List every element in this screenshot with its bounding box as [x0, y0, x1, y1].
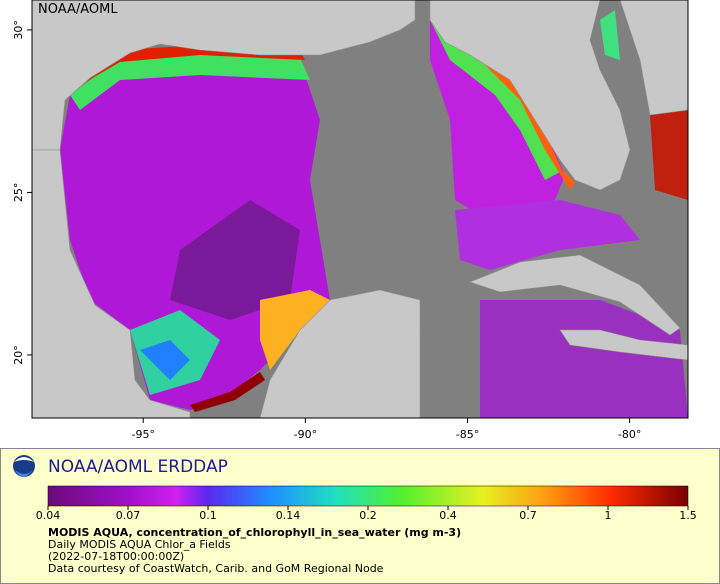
colorbar-tick-label: 0.1: [199, 509, 217, 522]
axes: -95° -90° -85° -80° 30° 25° 20°: [12, 20, 641, 441]
colorbar: [47, 485, 689, 507]
colorbar-tick-label: 1.5: [679, 509, 697, 522]
lat-tick-label: 30°: [12, 20, 25, 40]
lon-tick-label: -80°: [618, 428, 641, 441]
lon-tick-label: -95°: [131, 428, 154, 441]
lon-tick-label: -90°: [294, 428, 317, 441]
legend-time: (2022-07-18T00:00:00Z): [48, 550, 184, 563]
legend-brand: NOAA/AOML ERDDAP: [48, 457, 228, 477]
map-watermark: NOAA/AOML: [38, 2, 118, 17]
colorbar-ticks: 0.04 0.07 0.1 0.14 0.2 0.4 0.7 1 1.5: [36, 506, 697, 522]
colorbar-tick-label: 0.4: [439, 509, 457, 522]
lon-tick-label: -85°: [456, 428, 479, 441]
colorbar-tick-label: 0.2: [359, 509, 377, 522]
noaa-logo: [13, 455, 35, 477]
lat-tick-label: 20°: [12, 345, 25, 365]
map: NOAA/AOML: [32, 0, 688, 418]
legend-variable: MODIS AQUA, concentration_of_chlorophyll…: [48, 526, 461, 539]
map-frame: [31, 0, 689, 419]
lat-tick-label: 25°: [12, 183, 25, 203]
land: [32, 0, 688, 418]
colorbar-tick-label: 0.04: [36, 509, 61, 522]
colorbar-tick-label: 0.14: [276, 509, 301, 522]
legend-credit: Data courtesy of CoastWatch, Carib. and …: [48, 562, 384, 575]
colorbar-tick-label: 0.07: [116, 509, 141, 522]
chlorophyll-field: [60, 10, 688, 418]
legend-panel: [0, 448, 720, 584]
colorbar-tick-label: 0.7: [519, 509, 537, 522]
legend-dataset: Daily MODIS AQUA Chlor_a Fields: [48, 538, 231, 551]
colorbar-tick-label: 1: [605, 509, 612, 522]
